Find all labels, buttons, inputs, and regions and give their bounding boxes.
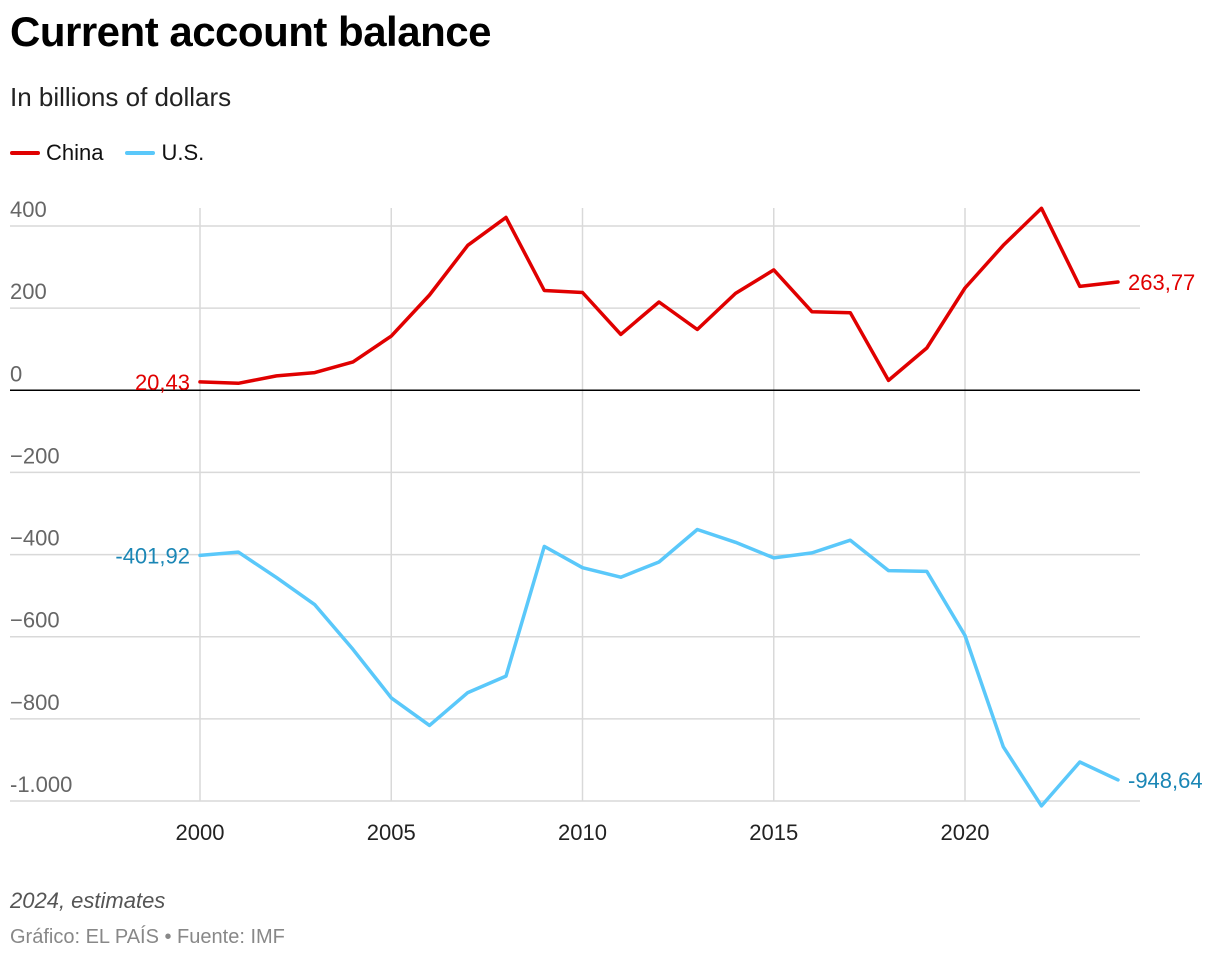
start-label-china: 20,43 xyxy=(135,370,190,395)
y-tick-label--200: −200 xyxy=(10,443,60,468)
y-tick-label--600: −600 xyxy=(10,608,60,633)
x-tick-label-2020: 2020 xyxy=(941,820,990,845)
chart-subtitle: In billions of dollars xyxy=(10,82,232,112)
chart-title: Current account balance xyxy=(10,8,491,55)
series-line-us xyxy=(198,527,1120,808)
x-tick-label-2000: 2000 xyxy=(176,820,225,845)
end-label-us: -948,64 xyxy=(1128,768,1203,793)
y-tick-label--1000: -1.000 xyxy=(10,772,72,797)
y-tick-label-200: 200 xyxy=(10,279,47,304)
y-tick-label-400: 400 xyxy=(10,197,47,222)
footnote: 2024, estimates xyxy=(10,888,166,913)
legend-swatch-china xyxy=(10,151,40,155)
legend-label-china: China xyxy=(46,140,104,165)
legend-item-china: China xyxy=(10,140,103,166)
end-label-china: 263,77 xyxy=(1128,270,1195,295)
y-tick-label--400: −400 xyxy=(10,526,60,551)
x-tick-label-2005: 2005 xyxy=(367,820,416,845)
legend-item-us: U.S. xyxy=(125,140,204,166)
start-label-us: -401,92 xyxy=(115,543,190,568)
legend-label-us: U.S. xyxy=(161,140,205,165)
x-tick-label-2015: 2015 xyxy=(749,820,798,845)
y-tick-label-0: 0 xyxy=(10,361,22,386)
legend-swatch-us xyxy=(125,151,156,155)
series-line-china xyxy=(198,206,1120,386)
y-tick-label--800: −800 xyxy=(10,690,60,715)
legend: China U.S. xyxy=(10,140,226,166)
source-credit: Gráfico: EL PAÍS • Fuente: IMF xyxy=(10,926,285,948)
x-tick-label-2010: 2010 xyxy=(558,820,607,845)
